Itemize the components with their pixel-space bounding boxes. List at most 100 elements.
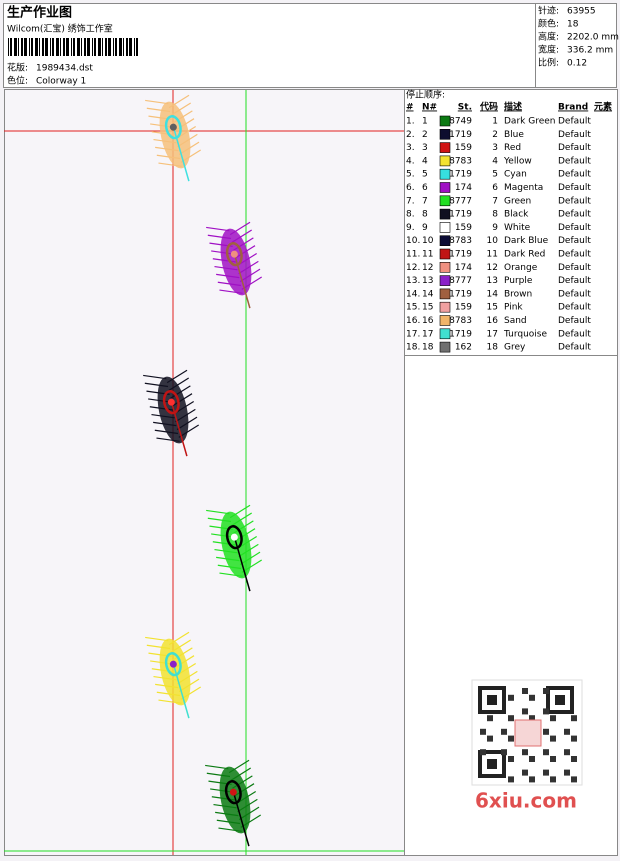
column-header: # — [406, 103, 414, 113]
table-title: 停止顺序: — [406, 89, 445, 101]
feather-eye-center — [169, 660, 177, 668]
qr-module — [543, 749, 549, 756]
feather — [145, 631, 201, 719]
bar-stripe — [52, 38, 54, 56]
cell: 18 — [487, 343, 499, 353]
qr-module — [508, 694, 514, 701]
cell: 16. — [406, 316, 420, 326]
cell: 11 — [422, 250, 433, 260]
bar-stripe — [105, 38, 107, 56]
qr-module — [543, 728, 549, 735]
cell: Default — [558, 343, 591, 353]
cell: 8749 — [449, 117, 472, 127]
cell: 12 — [487, 263, 498, 273]
stats: 针迹: 63955 颜色: 18 高度: 2202.0 mm 宽度: 336.2 mm 比例: 0… — [538, 5, 619, 69]
feather-shaft — [172, 662, 190, 719]
qr-module — [522, 708, 528, 715]
swatch — [439, 301, 451, 313]
swatch — [439, 142, 451, 153]
bar-stripe — [35, 38, 38, 56]
swatch — [439, 222, 451, 233]
cell: Default — [558, 196, 591, 206]
bar-stripe — [98, 38, 101, 56]
feather-eye-center — [167, 398, 175, 406]
cell: 2 — [492, 130, 498, 140]
cell: White — [504, 223, 531, 233]
qr-module — [543, 708, 549, 715]
cell: 1719 — [449, 170, 472, 180]
qr-module — [529, 694, 535, 701]
header-box — [3, 3, 536, 88]
title: 生产作业图 — [7, 5, 72, 21]
column-header: 元素 — [594, 101, 612, 113]
column-header: St. — [458, 103, 472, 113]
swatch — [439, 115, 451, 127]
cell: Default — [558, 156, 591, 166]
cell: 15 — [422, 303, 433, 313]
cell: 1 — [492, 117, 498, 127]
cell: 10. — [406, 236, 420, 246]
stat-label: 颜色: — [538, 18, 559, 30]
cell: 17. — [406, 329, 420, 339]
cell: 8 — [422, 210, 428, 220]
feather-eye-center — [169, 123, 177, 131]
cell: 159 — [455, 223, 472, 233]
stat-value: 63955 — [567, 7, 596, 17]
cell: 15. — [406, 303, 420, 313]
bar-stripe — [108, 38, 111, 56]
cell: Dark Green — [504, 117, 555, 127]
qr-pattern — [478, 686, 577, 783]
swatch — [439, 248, 451, 260]
feather-eye — [225, 525, 243, 550]
swatch — [439, 328, 451, 340]
cell: Dark Red — [504, 250, 545, 260]
cell: 10 — [487, 236, 499, 246]
feathers — [143, 94, 262, 847]
cell: 17 — [487, 329, 498, 339]
cell: 7 — [422, 196, 428, 206]
feather-shaft — [172, 125, 190, 182]
stat-value: 0.12 — [567, 59, 587, 69]
cell: 17 — [422, 329, 433, 339]
swatch — [439, 275, 451, 286]
cell: 13. — [406, 276, 420, 286]
cell: 174 — [455, 183, 472, 193]
bar-stripe — [21, 38, 23, 56]
bar-stripe — [29, 38, 30, 56]
stat-label: 宽度: — [538, 44, 559, 56]
cell: 13 — [422, 276, 433, 286]
cell: Default — [558, 316, 591, 326]
feather-shaft — [233, 535, 251, 592]
colorway: Colorway 1 — [36, 77, 86, 87]
cell: 13 — [487, 276, 498, 286]
cell: 9 — [492, 223, 498, 233]
qr-finder-core — [487, 759, 497, 769]
cell: 16 — [487, 316, 499, 326]
cell: 162 — [455, 343, 472, 353]
cell: 8783 — [449, 236, 472, 246]
cell: Default — [558, 143, 591, 153]
cell: 4 — [422, 156, 428, 166]
bar-stripe — [66, 38, 69, 56]
swatch — [439, 182, 451, 193]
cell: Cyan — [504, 170, 527, 180]
qr-module — [564, 749, 570, 756]
cell: 1. — [406, 117, 415, 127]
bar-stripe — [87, 38, 90, 56]
bar-stripe — [50, 38, 51, 56]
cell: Default — [558, 236, 591, 246]
cell: Default — [558, 263, 591, 273]
bar-stripe — [102, 38, 103, 56]
qr-module — [487, 735, 493, 742]
cell: 8. — [406, 210, 415, 220]
cell: Orange — [504, 263, 538, 273]
cell: Green — [504, 196, 531, 206]
feather-shaft — [233, 252, 251, 309]
feather-barb — [206, 509, 230, 515]
cell: Default — [558, 303, 591, 313]
cell: 7. — [406, 196, 415, 206]
cell: 11. — [406, 250, 420, 260]
bar-stripe — [18, 38, 19, 56]
bar-stripe — [94, 38, 96, 56]
stats-box — [535, 3, 617, 88]
